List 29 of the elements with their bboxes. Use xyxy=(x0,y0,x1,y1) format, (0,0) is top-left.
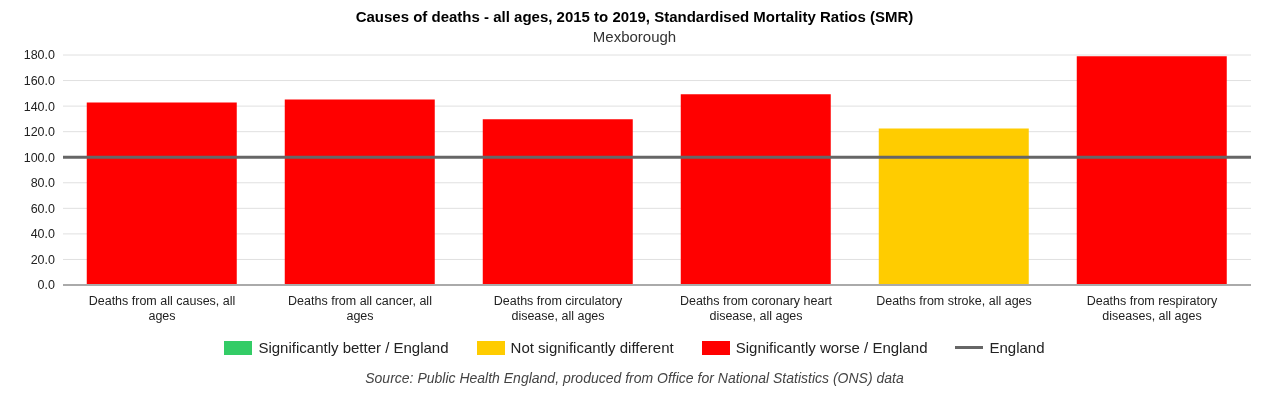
x-tick-label: Deaths from all causes, all ages xyxy=(88,294,236,323)
x-tick-label: Deaths from all cancer, all ages xyxy=(288,294,432,323)
x-tick-label: Deaths from coronary heart disease, all ages xyxy=(679,294,833,323)
source-note: Source: Public Health England, produced from Office for National Statistics (ONS) data xyxy=(364,370,905,386)
y-tick-label: 80.0 xyxy=(30,176,56,191)
legend-label: Significantly better / England xyxy=(258,339,449,356)
y-tick-label: 60.0 xyxy=(30,201,56,216)
y-tick-label: 180.0 xyxy=(23,48,56,63)
chart-title: Causes of deaths - all ages, 2015 to 2019, Standardised Mortality Ratios (SMR) xyxy=(354,8,915,25)
bar xyxy=(86,102,237,285)
bar xyxy=(482,119,633,285)
x-tick-label: Deaths from respiratory diseases, all ages xyxy=(1086,294,1219,323)
legend-label: Significantly worse / England xyxy=(735,339,928,356)
x-tick-label: Deaths from circulatory disease, all ages xyxy=(493,294,623,323)
y-tick-label: 40.0 xyxy=(30,227,56,242)
bar xyxy=(1076,56,1227,285)
bar xyxy=(284,99,435,285)
bar xyxy=(680,94,831,285)
chart-subtitle: Mexborough xyxy=(591,28,678,45)
y-tick-label: 0.0 xyxy=(37,278,56,293)
x-tick-label: Deaths from stroke, all ages xyxy=(876,294,1032,308)
y-tick-label: 100.0 xyxy=(23,150,56,165)
y-tick-label: 120.0 xyxy=(23,125,56,140)
y-tick-label: 140.0 xyxy=(23,99,56,114)
legend-label: Not significantly different xyxy=(510,339,674,356)
legend-label: England xyxy=(989,339,1045,356)
y-tick-label: 160.0 xyxy=(23,73,56,88)
bar xyxy=(878,128,1029,285)
y-tick-label: 20.0 xyxy=(30,252,56,267)
